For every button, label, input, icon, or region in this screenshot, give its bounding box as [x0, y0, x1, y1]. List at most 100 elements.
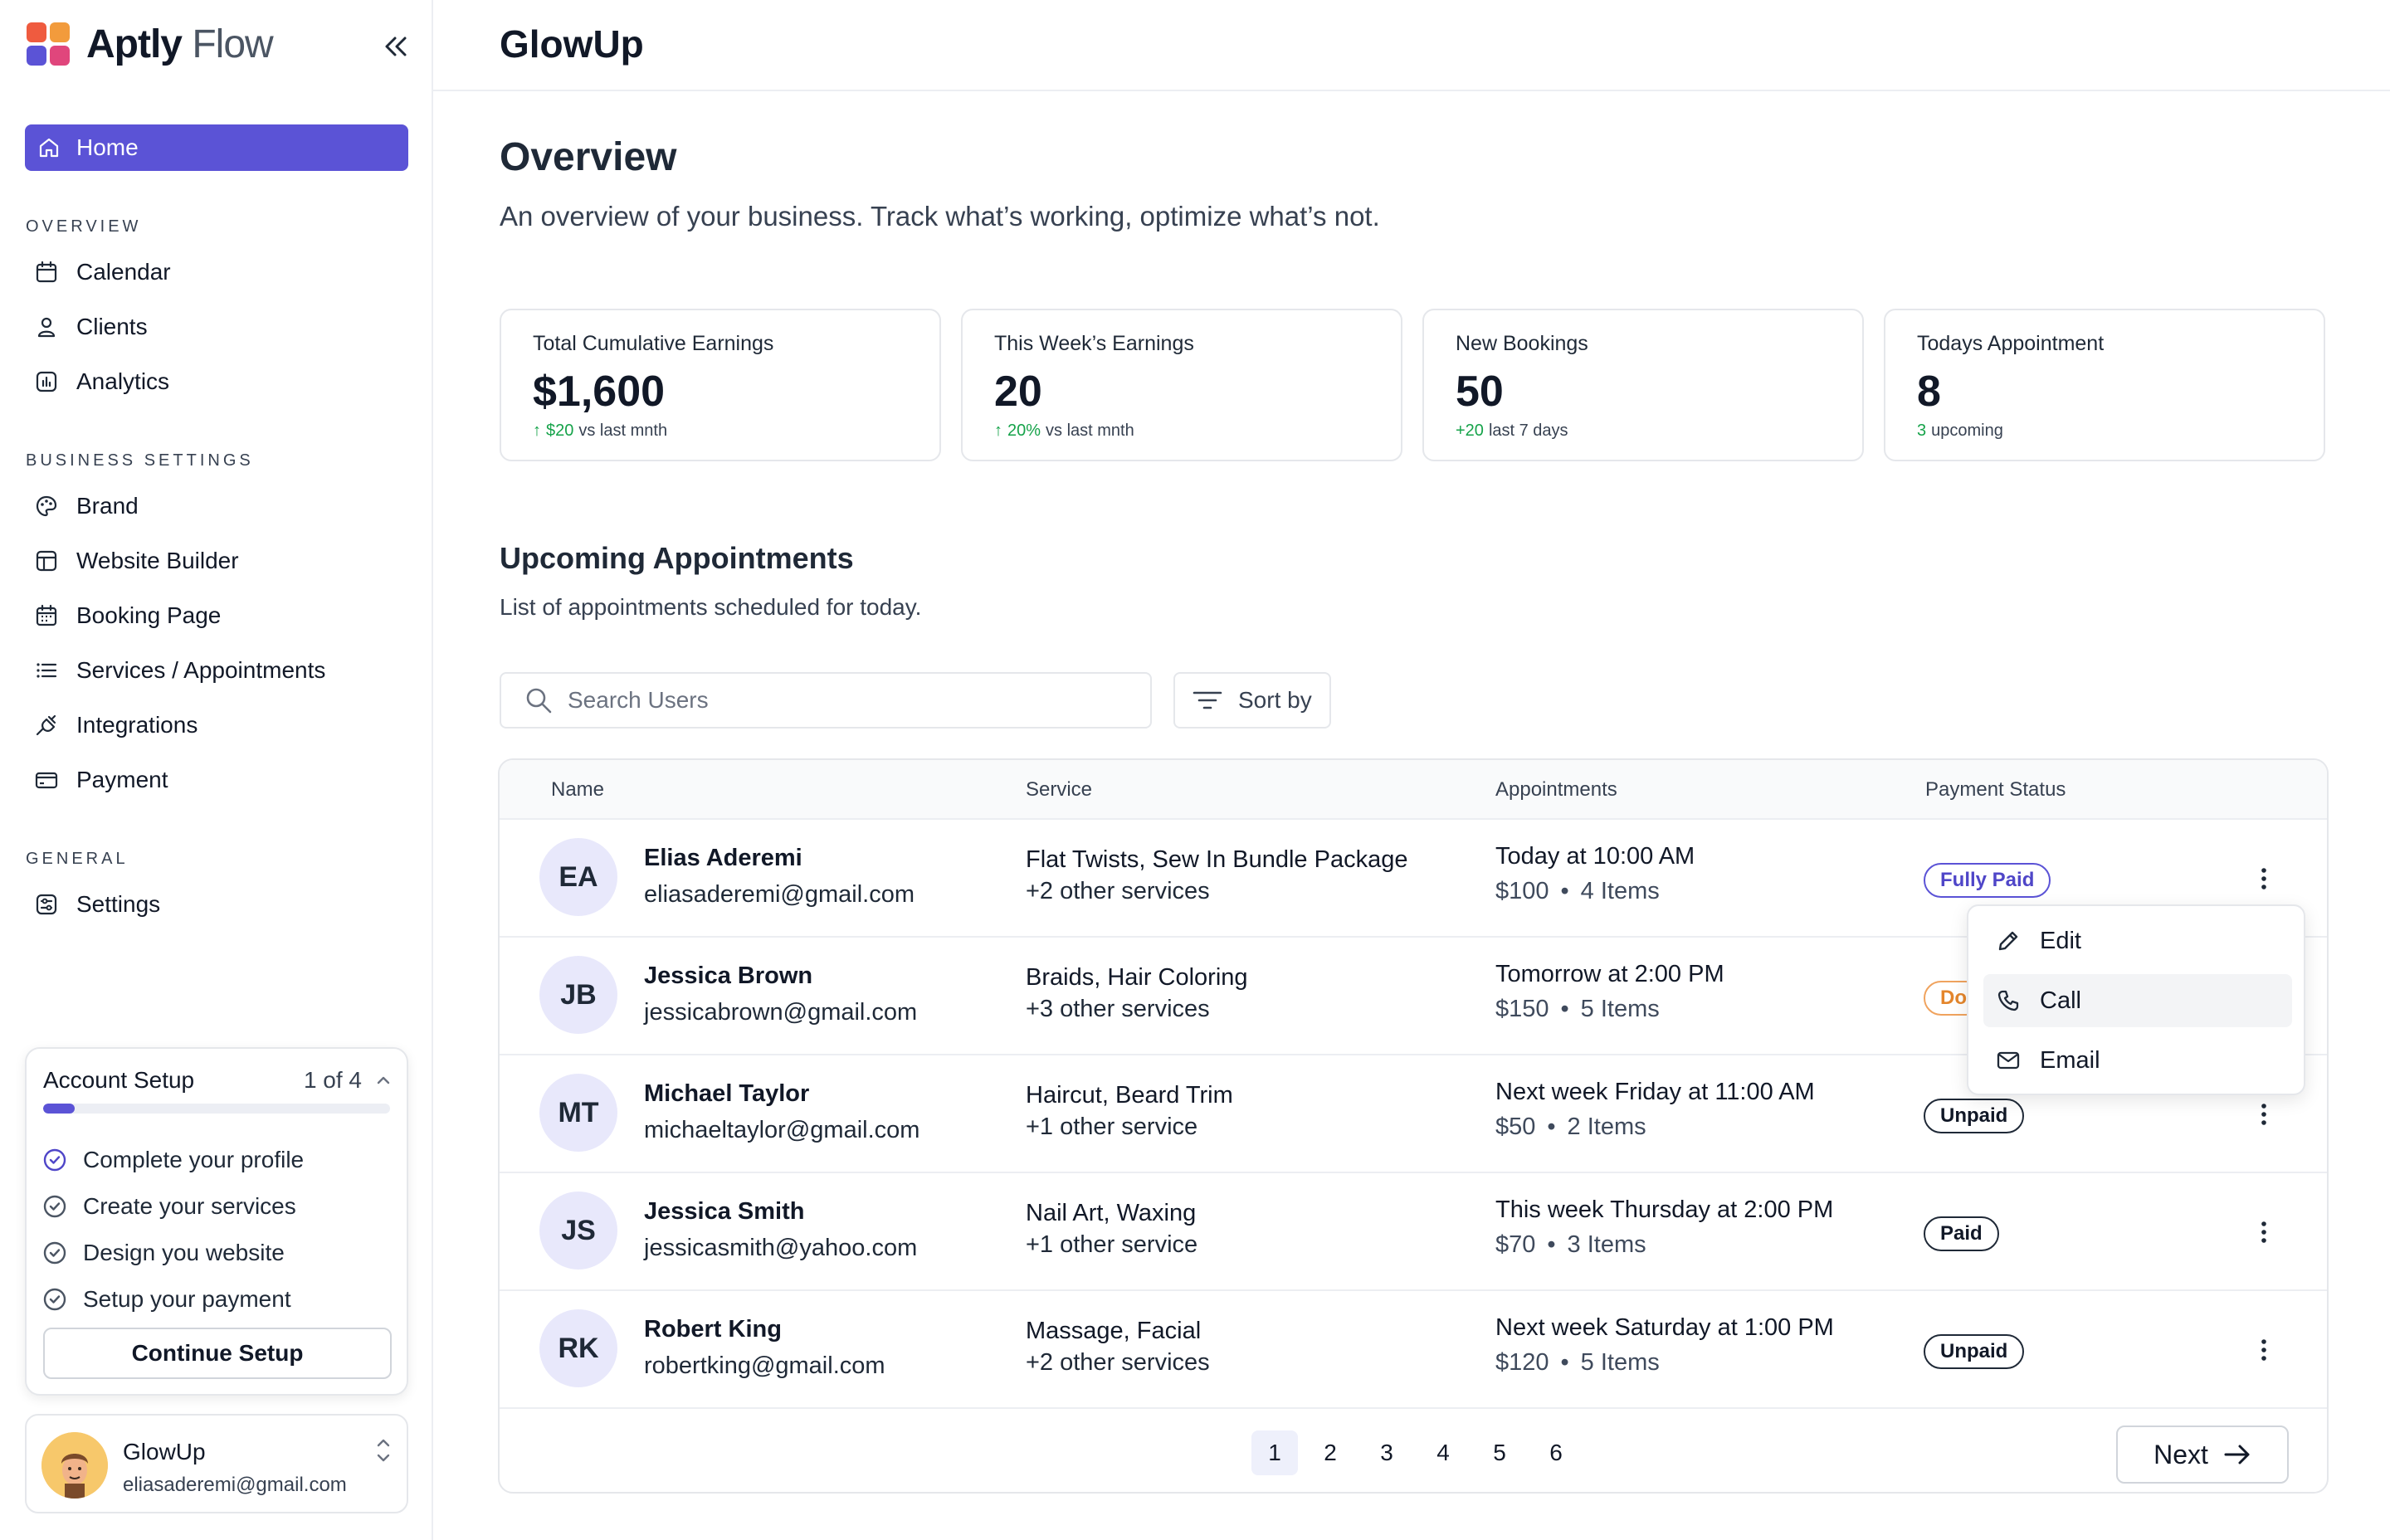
- client-name: Jessica Brown: [644, 962, 813, 989]
- client-email: jessicasmith@yahoo.com: [644, 1235, 918, 1261]
- search-input[interactable]: [568, 687, 1132, 714]
- column-header-payment-status[interactable]: Payment Status: [1925, 778, 2066, 801]
- setup-step[interactable]: Create your services: [41, 1190, 296, 1223]
- table-row[interactable]: JB Jessica Brown jessicabrown@gmail.com …: [500, 938, 2327, 1055]
- menu-item-edit[interactable]: Edit: [1983, 914, 2292, 967]
- setup-step[interactable]: Complete your profile: [41, 1143, 304, 1177]
- chevron-up-icon[interactable]: [373, 1070, 393, 1090]
- page-button[interactable]: 5: [1493, 1440, 1506, 1465]
- stat-delta: +20 last 7 days: [1456, 422, 1568, 440]
- search-icon: [526, 688, 552, 714]
- table-header: Name Service Appointments Payment Status: [500, 760, 2327, 820]
- sidebar-item-brand[interactable]: Brand: [33, 488, 139, 524]
- brand-name: Aptly Flow: [86, 22, 274, 66]
- sidebar-item-label: Integrations: [76, 712, 198, 738]
- sidebar-item-analytics[interactable]: Analytics: [33, 363, 169, 400]
- sidebar-item-payment[interactable]: Payment: [33, 762, 168, 798]
- row-actions-button[interactable]: [2247, 1211, 2280, 1253]
- brand-logo[interactable]: Aptly Flow: [27, 22, 274, 68]
- appointment-time: Today at 10:00 AM: [1495, 843, 1695, 870]
- appointment-summary: $100 • 4 Items: [1495, 878, 1660, 904]
- table-row[interactable]: RK Robert King robertking@gmail.com Mass…: [500, 1291, 2327, 1409]
- sidebar-item-label: Website Builder: [76, 548, 239, 573]
- chevron-up-down-icon[interactable]: [372, 1434, 395, 1467]
- sidebar-item-calendar[interactable]: Calendar: [33, 254, 171, 290]
- sidebar-item-label: Services / Appointments: [76, 657, 326, 683]
- client-initials-avatar: EA: [539, 838, 617, 916]
- table-row[interactable]: MT Michael Taylor michaeltaylor@gmail.co…: [500, 1055, 2327, 1173]
- sort-label: Sort by: [1238, 687, 1312, 713]
- client-initials-avatar: RK: [539, 1309, 617, 1387]
- account-switcher[interactable]: GlowUp eliasaderemi@gmail.com: [25, 1414, 408, 1513]
- row-actions-button[interactable]: [2247, 1094, 2280, 1135]
- setup-step[interactable]: Design you website: [41, 1236, 285, 1270]
- section-title-business-settings: BUSINESS SETTINGS: [26, 451, 254, 470]
- menu-item-call[interactable]: Call: [1983, 974, 2292, 1027]
- next-label: Next: [2153, 1439, 2208, 1469]
- layout-icon: [33, 548, 60, 574]
- setup-step[interactable]: Setup your payment: [41, 1283, 291, 1316]
- page-button[interactable]: 3: [1380, 1440, 1393, 1465]
- arrow-right-icon: [2223, 1442, 2251, 1467]
- page-button[interactable]: 1: [1251, 1430, 1298, 1475]
- page-button[interactable]: 4: [1436, 1440, 1450, 1465]
- list-icon: [33, 657, 60, 684]
- palette-icon: [33, 493, 60, 519]
- sidebar-item-home[interactable]: Home: [25, 124, 408, 171]
- menu-item-email[interactable]: Email: [1983, 1034, 2292, 1087]
- table-row[interactable]: JS Jessica Smith jessicasmith@yahoo.com …: [500, 1173, 2327, 1291]
- service-more: +1 other service: [1026, 1114, 1198, 1140]
- stat-label: New Bookings: [1456, 332, 1588, 355]
- card-icon: [33, 767, 60, 793]
- column-header-appointments[interactable]: Appointments: [1495, 778, 1617, 801]
- client-initials-avatar: MT: [539, 1074, 617, 1152]
- page-button[interactable]: 6: [1549, 1440, 1563, 1465]
- menu-item-label: Edit: [2040, 927, 2081, 954]
- sidebar-item-label: Payment: [76, 767, 168, 792]
- setup-title: Account Setup: [43, 1067, 195, 1093]
- sidebar-item-clients[interactable]: Clients: [33, 309, 148, 345]
- column-header-service[interactable]: Service: [1026, 778, 1093, 801]
- sidebar-item-integrations[interactable]: Integrations: [33, 707, 198, 743]
- service-more: +2 other services: [1026, 1349, 1210, 1376]
- sidebar-item-website-builder[interactable]: Website Builder: [33, 543, 239, 579]
- client-name: Michael Taylor: [644, 1080, 810, 1107]
- check-circle-icon: [41, 1286, 68, 1313]
- search-field[interactable]: [500, 672, 1152, 729]
- appointment-summary: $50 • 2 Items: [1495, 1114, 1646, 1140]
- sidebar-item-booking-page[interactable]: Booking Page: [33, 597, 221, 634]
- sort-button[interactable]: Sort by: [1173, 672, 1331, 729]
- appointments-table: Name Service Appointments Payment Status…: [498, 758, 2329, 1494]
- row-actions-button[interactable]: [2247, 1329, 2280, 1371]
- top-bar: GlowUp: [433, 0, 2390, 91]
- status-badge: Fully Paid: [1924, 863, 2051, 898]
- calendar-icon: [33, 259, 60, 285]
- sidebar-item-settings[interactable]: Settings: [33, 886, 160, 923]
- logo-mark-icon: [27, 22, 71, 67]
- client-email: eliasaderemi@gmail.com: [644, 881, 915, 908]
- stat-card-week-earnings: This Week’s Earnings 20 ↑ 20% vs last mnth: [961, 309, 1402, 461]
- sidebar-item-services[interactable]: Services / Appointments: [33, 652, 325, 689]
- service-names: Haircut, Beard Trim: [1026, 1082, 1233, 1109]
- appointment-summary: $70 • 3 Items: [1495, 1231, 1646, 1258]
- collapse-sidebar-button[interactable]: [378, 30, 414, 63]
- client-email: jessicabrown@gmail.com: [644, 999, 918, 1026]
- more-vertical-icon: [2261, 1339, 2266, 1361]
- sidebar-item-label: Clients: [76, 314, 148, 339]
- service-names: Nail Art, Waxing: [1026, 1200, 1197, 1226]
- continue-setup-button[interactable]: Continue Setup: [43, 1328, 392, 1379]
- row-actions-button[interactable]: [2247, 858, 2280, 899]
- profile-email: eliasaderemi@gmail.com: [123, 1474, 347, 1496]
- column-header-name[interactable]: Name: [551, 778, 605, 801]
- page-button[interactable]: 2: [1324, 1440, 1337, 1465]
- menu-item-label: Call: [2040, 987, 2081, 1014]
- client-email: robertking@gmail.com: [644, 1352, 885, 1379]
- appointment-time: Next week Saturday at 1:00 PM: [1495, 1314, 1834, 1341]
- arrow-up-icon: ↑: [533, 422, 541, 440]
- sidebar-item-label: Booking Page: [76, 602, 222, 628]
- appointment-time: Tomorrow at 2:00 PM: [1495, 961, 1724, 987]
- upcoming-subtitle: List of appointments scheduled for today…: [500, 594, 922, 620]
- next-page-button[interactable]: Next: [2116, 1425, 2289, 1484]
- table-row[interactable]: EA Elias Aderemi eliasaderemi@gmail.com …: [500, 820, 2327, 938]
- pencil-icon: [1995, 928, 2022, 954]
